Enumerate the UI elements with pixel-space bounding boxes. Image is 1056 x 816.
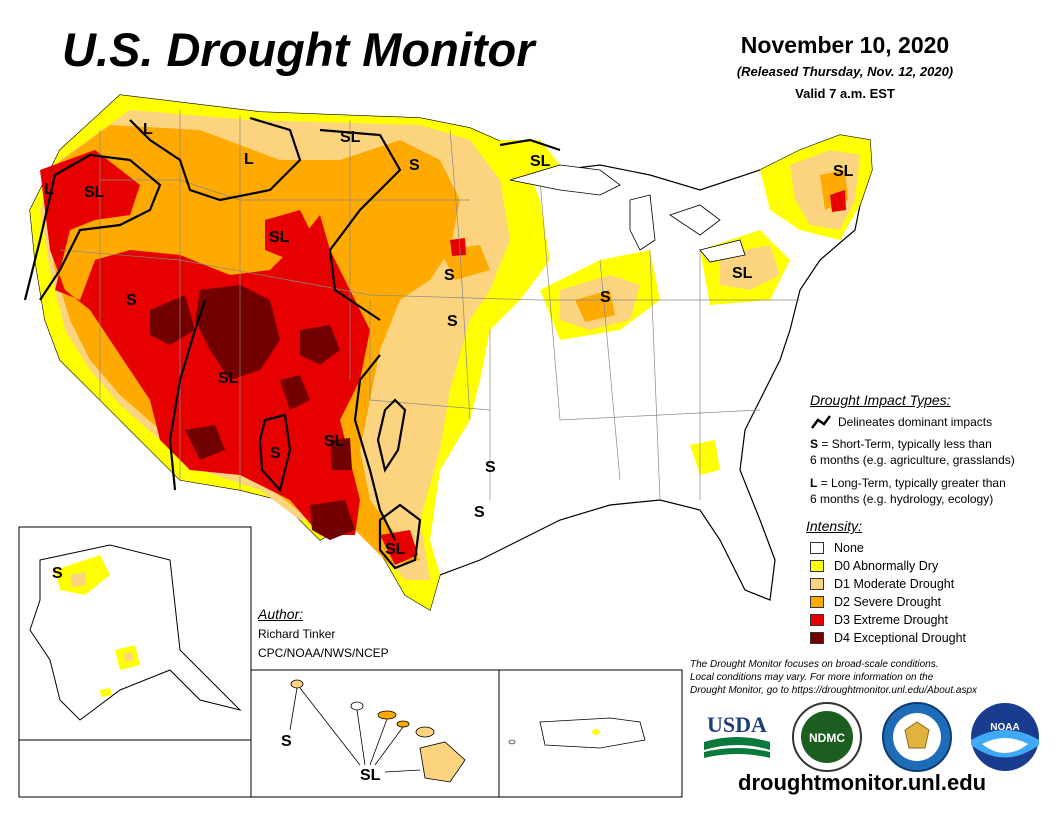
page-title: U.S. Drought Monitor xyxy=(62,23,535,76)
map-label: S xyxy=(409,157,420,174)
valid-time: Valid 7 a.m. EST xyxy=(795,86,895,101)
legend-item-d3: D3 Extreme Drought xyxy=(810,613,948,627)
map-date: November 10, 2020 xyxy=(740,32,950,58)
map-label: SL xyxy=(269,229,290,246)
release-date: (Released Thursday, Nov. 12, 2020) xyxy=(736,64,954,79)
impact-s-key: S xyxy=(810,437,819,451)
legend-swatch xyxy=(810,542,824,554)
legend-swatch xyxy=(810,614,824,626)
legend-item-d4: D4 Exceptional Drought xyxy=(810,631,966,645)
map-label: SL xyxy=(385,541,406,558)
website-url[interactable]: droughtmonitor.unl.edu xyxy=(738,770,987,795)
legend-swatch xyxy=(810,596,824,608)
impact-s-desc: = Short-Term, typically less than xyxy=(821,437,992,451)
map-label: SL xyxy=(732,265,753,282)
impact-legend-title: Drought Impact Types: xyxy=(810,392,951,408)
d4-areas xyxy=(150,285,355,540)
map-label: S xyxy=(281,733,292,750)
ndmc-logo-text: NDMC xyxy=(809,731,845,745)
impact-line-icon xyxy=(811,415,831,429)
impact-lines xyxy=(23,116,561,570)
impact-l-key: L xyxy=(810,476,818,490)
map-label: S xyxy=(444,267,455,284)
commerce-seal-logo xyxy=(880,700,954,774)
map-label: S xyxy=(447,313,458,330)
legend-label: D1 Moderate Drought xyxy=(834,577,955,591)
intensity-legend-title: Intensity: xyxy=(806,518,863,534)
legend-item-none: None xyxy=(810,541,864,555)
map-label: SL xyxy=(218,370,239,387)
impact-l-row: L = Long-Term, typically greater than xyxy=(810,476,1006,491)
impact-s-desc2: 6 months (e.g. agriculture, grasslands) xyxy=(810,453,1015,467)
map-label: L xyxy=(244,151,254,168)
map-label: SL xyxy=(360,767,381,784)
map-label: S xyxy=(474,504,485,521)
map-label: SL xyxy=(530,153,551,170)
hawaii-inset: S SL xyxy=(250,669,500,798)
map-label: S xyxy=(485,459,496,476)
impact-l-desc: = Long-Term, typically greater than xyxy=(820,476,1006,490)
ndmc-logo: NDMC xyxy=(790,700,864,774)
usda-logo-text: USDA xyxy=(707,712,767,737)
legend-label: D0 Abnormally Dry xyxy=(834,559,939,573)
impact-line-label: Delineates dominant impacts xyxy=(838,415,993,429)
disclaimer: The Drought Monitor focuses on broad-sca… xyxy=(690,658,1030,697)
great-lakes xyxy=(509,164,746,263)
legend-item-d2: D2 Severe Drought xyxy=(810,595,941,609)
map-label: SL xyxy=(340,129,361,146)
alaska-inset: S xyxy=(18,526,252,798)
legend-item-d0: D0 Abnormally Dry xyxy=(810,559,938,573)
map-label: S xyxy=(126,292,137,309)
puerto-rico-inset xyxy=(498,669,683,798)
map-label: L xyxy=(143,121,153,138)
legend-label: D4 Exceptional Drought xyxy=(834,631,967,645)
map-label: SL xyxy=(324,433,345,450)
impact-l-desc2: 6 months (e.g. hydrology, ecology) xyxy=(810,492,994,506)
map-label: S xyxy=(52,565,63,582)
noaa-logo: NOAA xyxy=(968,700,1042,774)
map-label: SL xyxy=(833,163,854,180)
legend-swatch xyxy=(810,632,824,644)
author-name: Richard Tinker xyxy=(258,627,336,641)
map-label: S xyxy=(600,289,611,306)
author-org: CPC/NOAA/NWS/NCEP xyxy=(258,646,389,660)
disclaimer-line: The Drought Monitor focuses on broad-sca… xyxy=(690,659,939,670)
map-label: S xyxy=(270,445,281,462)
impact-s-row: S = Short-Term, typically less than xyxy=(810,437,992,452)
legend-label: D2 Severe Drought xyxy=(834,595,942,609)
legend-swatch xyxy=(810,578,824,590)
disclaimer-line: Drought Monitor, go to https://droughtmo… xyxy=(690,685,978,696)
legend-item-d1: D1 Moderate Drought xyxy=(810,577,954,591)
legend-label: None xyxy=(834,541,864,555)
disclaimer-line: Local conditions may vary. For more info… xyxy=(690,672,934,683)
noaa-logo-text: NOAA xyxy=(990,722,1019,733)
usda-logo: USDA xyxy=(700,700,774,774)
map-label: L xyxy=(44,181,54,198)
legend-swatch xyxy=(810,560,824,572)
legend-label: D3 Extreme Drought xyxy=(834,613,948,627)
author-title: Author: xyxy=(258,606,304,622)
map-label: SL xyxy=(84,184,105,201)
